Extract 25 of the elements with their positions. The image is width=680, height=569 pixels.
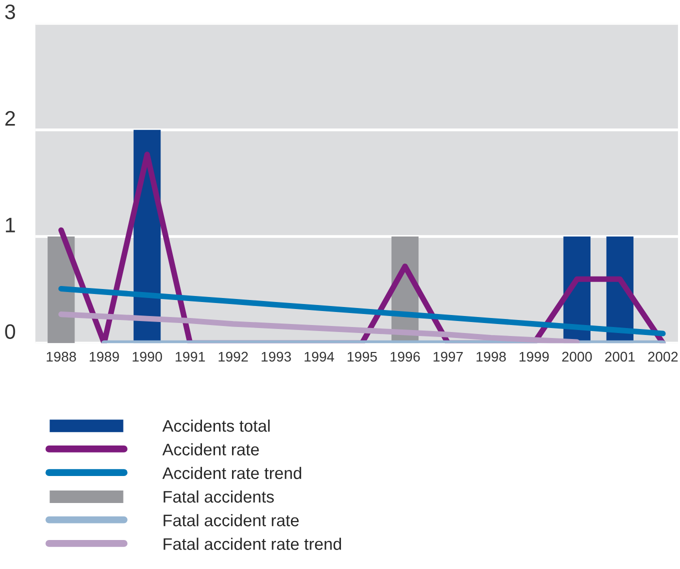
x-tick-label: 1991 [176,352,205,362]
legend-label: Accident rate [162,443,259,456]
legend-label: Accident rate trend [162,466,302,480]
y-tick-label: 2 [5,111,15,126]
y-tick-label: 1 [6,218,15,232]
x-tick-label: 1989 [90,352,119,362]
x-tick-label: 1996 [390,352,420,362]
x-tick-label: 1998 [476,352,506,362]
x-tick-label: 1992 [218,352,248,362]
legend-label: Fatal accident rate trend [164,538,341,550]
x-tick-label: 1994 [304,352,334,362]
x-tick-label: 1990 [132,352,162,362]
x-tick-label: 1997 [434,352,463,362]
x-tick-label: 2002 [648,352,678,362]
x-tick-label: 2001 [605,352,635,362]
x-tick-label: 1993 [262,352,291,362]
legend-label: Fatal accidents [164,490,274,503]
x-tick-label: 1995 [348,352,377,362]
x-tick-label: 1999 [520,352,549,362]
x-tick-label: 2000 [562,352,592,362]
y-tick-label: 0 [5,324,16,339]
legend-label: Accidents total [162,420,270,432]
legend-label: Fatal accident rate [164,514,299,526]
y-tick-label: 3 [5,4,15,20]
x-tick-label: 1988 [46,352,76,362]
